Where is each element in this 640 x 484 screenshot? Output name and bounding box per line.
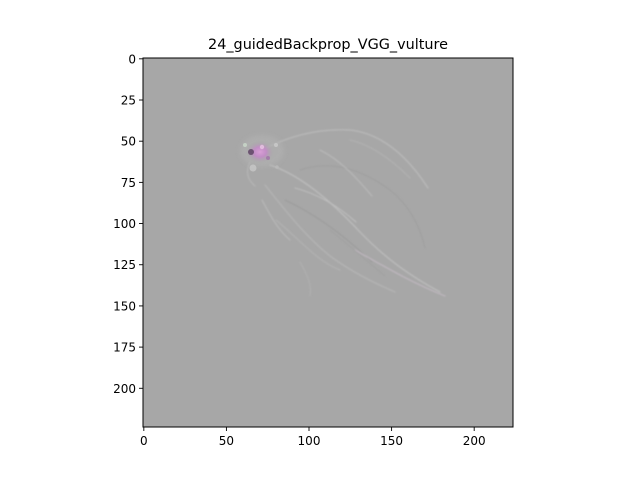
y-tick-label: 150 bbox=[113, 299, 136, 313]
y-tick-label: 75 bbox=[121, 176, 136, 190]
x-tick-label: 0 bbox=[140, 434, 148, 448]
x-tick-label: 100 bbox=[298, 434, 321, 448]
y-tick-label: 125 bbox=[113, 258, 136, 272]
y-tick-label: 200 bbox=[113, 382, 136, 396]
bird-silhouette bbox=[247, 129, 446, 297]
y-tick-label: 175 bbox=[113, 341, 136, 355]
y-tick-label: 100 bbox=[113, 217, 136, 231]
chart-title: 24_guidedBackprop_VGG_vulture bbox=[208, 37, 448, 53]
x-axis: 0 50 100 150 200 bbox=[140, 427, 486, 448]
x-tick-label: 200 bbox=[463, 434, 486, 448]
x-tick-label: 150 bbox=[380, 434, 403, 448]
y-tick-label: 50 bbox=[121, 135, 136, 149]
image-background bbox=[143, 58, 513, 427]
axes-frame bbox=[142, 57, 514, 428]
head-hotspot bbox=[240, 135, 284, 172]
y-tick-label: 0 bbox=[128, 52, 136, 66]
y-axis: 0 25 50 75 100 125 150 175 200 bbox=[113, 52, 143, 396]
saliency-image bbox=[143, 58, 513, 427]
y-tick-label: 25 bbox=[121, 94, 136, 108]
x-tick-label: 50 bbox=[219, 434, 234, 448]
